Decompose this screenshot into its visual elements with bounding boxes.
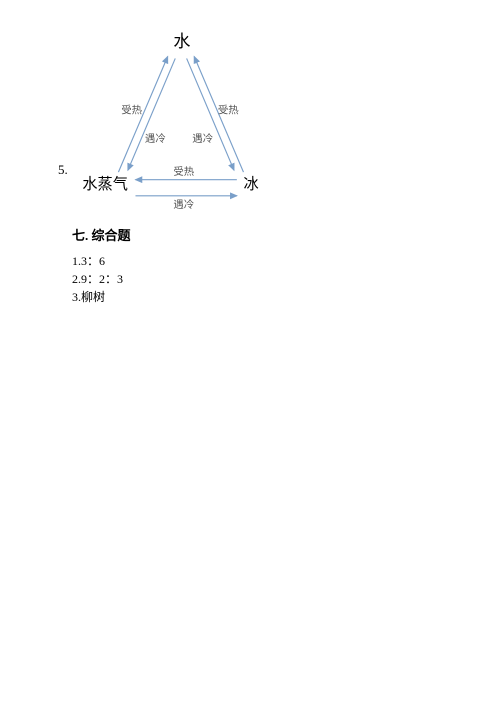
- section-heading: 七. 综合题: [72, 225, 131, 244]
- water-state-diagram: 水 水蒸气 冰 受热 遇冷 受热 遇冷 受热 遇冷: [75, 30, 285, 210]
- label-right-outer: 受热: [218, 103, 239, 116]
- answer-1: 1.3：6: [72, 252, 123, 270]
- section-title-text: 综合题: [92, 228, 131, 243]
- label-bottom-lower: 遇冷: [173, 198, 194, 210]
- label-left-inner: 遇冷: [145, 132, 166, 145]
- label-right-inner: 遇冷: [192, 132, 213, 145]
- node-ice: 冰: [243, 176, 258, 193]
- answer-2: 2.9：2：3: [72, 270, 123, 288]
- diagram-svg: 水 水蒸气 冰 受热 遇冷 受热 遇冷 受热 遇冷: [75, 30, 285, 210]
- section-number: 七.: [72, 228, 88, 243]
- label-left-outer: 受热: [121, 103, 142, 116]
- node-water: 水: [173, 32, 190, 51]
- answer-3: 3.柳树: [72, 288, 123, 306]
- question-number: 5.: [58, 162, 68, 178]
- node-steam: 水蒸气: [82, 176, 127, 193]
- answers-list: 1.3：6 2.9：2：3 3.柳树: [72, 252, 123, 306]
- label-bottom-upper: 受热: [173, 165, 194, 178]
